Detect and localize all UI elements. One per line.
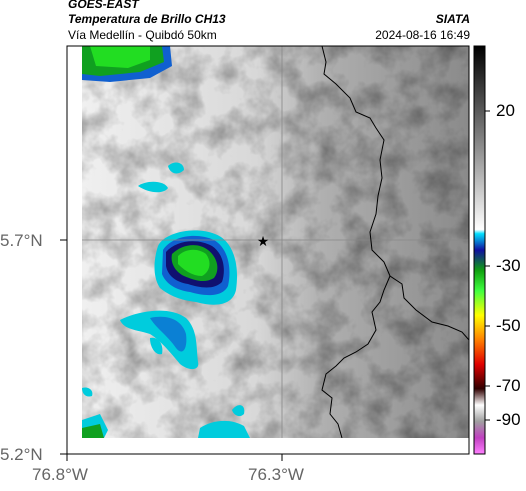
lon-label-1: 76.8°W xyxy=(32,465,88,484)
colorbar-label-3: -50 xyxy=(496,316,521,335)
lat-label-2: 5.2°N xyxy=(0,445,43,464)
colorbar-label-2: -30 xyxy=(496,256,521,275)
colorbar-label-4: -70 xyxy=(496,376,521,395)
map-bottom-margin xyxy=(67,438,469,454)
cloud-top-left xyxy=(82,46,172,82)
colorbar-ticks xyxy=(485,110,490,421)
lat-label-1: 5.7°N xyxy=(0,231,43,250)
colorbar xyxy=(473,45,486,455)
admin-border xyxy=(321,46,469,341)
colorbar-label-1: 20 xyxy=(496,101,515,120)
organization-label: SIATA xyxy=(435,12,470,26)
colorbar-label-5: -90 xyxy=(496,410,521,429)
product-title: Temperatura de Brillo CH13 xyxy=(68,12,226,26)
cloud-small-patches xyxy=(82,162,250,438)
satellite-title: GOES-EAST xyxy=(68,0,139,11)
star-icon: ★ xyxy=(257,233,270,249)
brightness-texture xyxy=(82,46,469,438)
cloud-central xyxy=(154,230,238,305)
lon-label-2: 76.3°W xyxy=(248,465,304,484)
map-border xyxy=(66,45,470,455)
route-subtitle: Vía Medellín - Quibdó 50km xyxy=(68,28,217,42)
timestamp-label: 2024-08-16 16:49 xyxy=(375,28,470,42)
admin-border-south xyxy=(321,275,391,438)
cloud-lower-band xyxy=(120,310,199,370)
